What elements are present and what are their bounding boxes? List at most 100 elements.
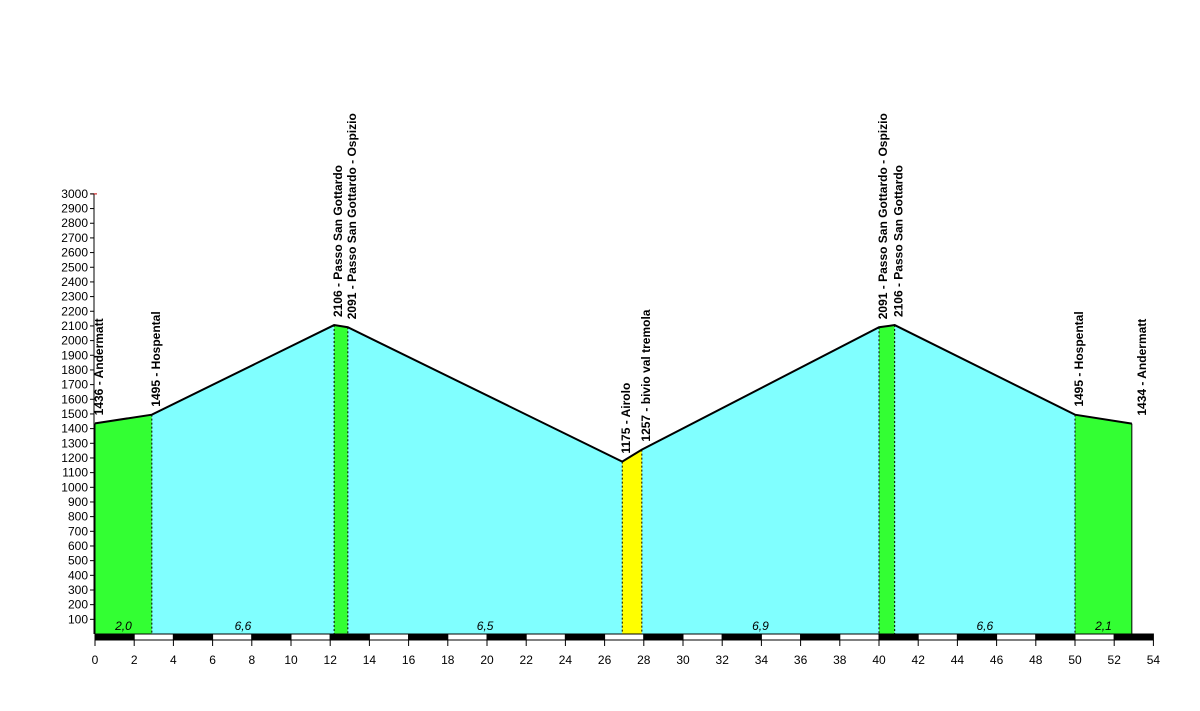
x-tick-label: 12	[324, 653, 338, 667]
distance-bar-block	[604, 633, 645, 641]
gradient-labels: 2,0 6,6 6,5 6,9 6,6 2,1	[114, 619, 1112, 633]
distance-bar-block	[94, 633, 135, 641]
point-label-7: 2091 - Passo San Gottardo - Ospizio	[876, 113, 890, 319]
y-tick-label: 400	[68, 568, 88, 582]
distance-bar-block	[760, 633, 802, 641]
y-tick-label: 2600	[61, 246, 88, 260]
distance-bar-block	[1074, 633, 1115, 641]
distance-bar-block	[133, 633, 174, 641]
segment-fill-9	[1075, 414, 1132, 634]
x-tick-label: 38	[833, 653, 847, 667]
y-tick-label: 2400	[61, 275, 88, 289]
distance-bar-block	[290, 633, 331, 641]
gradient-label: 6,6	[976, 619, 993, 633]
distance-bar-block	[682, 633, 723, 641]
y-tick-label: 2500	[61, 260, 88, 274]
distance-bar-block	[1113, 633, 1154, 641]
distance-bar-block	[839, 633, 880, 641]
x-tick-label: 50	[1068, 653, 1082, 667]
x-tick-label: 20	[480, 653, 494, 667]
y-tick-label: 1400	[61, 422, 88, 436]
y-tick-label: 100	[68, 612, 88, 626]
y-tick-label: 2800	[61, 216, 88, 230]
x-tick-label: 24	[559, 653, 573, 667]
distance-bar-block	[486, 633, 527, 641]
x-tick-label: 4	[170, 653, 177, 667]
x-tick-label: 0	[92, 653, 99, 667]
x-tick-label: 28	[637, 653, 651, 667]
x-tick-label: 44	[951, 653, 965, 667]
y-tick-label: 2300	[61, 290, 88, 304]
distance-bar-block	[917, 633, 958, 641]
x-tick-label: 26	[598, 653, 612, 667]
point-label-6: 1257 - bivio val tremola	[639, 309, 653, 441]
segment-dividers	[94, 325, 1133, 634]
x-tick-label: 18	[441, 653, 455, 667]
point-label-9: 1495 - Hospental	[1072, 311, 1086, 406]
gradient-label: 2,1	[1094, 619, 1112, 633]
x-tick-label: 34	[755, 653, 769, 667]
x-axis: 0 2 4 6 8 10 12 14 16 18 20 22 24 26 28 30 32 34 36 38 40 42 4…	[92, 640, 1161, 667]
segment-fills	[95, 325, 1132, 634]
profile-line	[94, 324, 1132, 463]
y-tick-label: 200	[68, 598, 88, 612]
point-label-1: 1436 - Andermatt	[92, 318, 106, 415]
segment-fill-5	[622, 449, 642, 634]
y-tick-label: 2000	[61, 334, 88, 348]
distance-bar-block	[172, 633, 214, 641]
x-tick-label: 46	[990, 653, 1004, 667]
distance-bar-block	[878, 633, 919, 641]
y-tick-label: 1200	[61, 451, 88, 465]
segment-fill-7	[879, 325, 895, 634]
y-tick-label: 1900	[61, 348, 88, 362]
y-tick-label: 1800	[61, 363, 88, 377]
x-tick-label: 10	[284, 653, 298, 667]
segment-fill-2	[151, 325, 335, 634]
x-tick-label: 16	[402, 653, 416, 667]
distance-bar	[94, 633, 1154, 641]
x-tick-label: 36	[794, 653, 808, 667]
distance-bar-block	[212, 633, 253, 641]
distance-bar-block	[408, 633, 449, 641]
y-tick-label: 300	[68, 583, 88, 597]
segment-fill-4	[347, 327, 623, 634]
x-tick-label: 32	[716, 653, 730, 667]
x-tick-label: 8	[248, 653, 255, 667]
distance-bar-block	[329, 633, 370, 641]
x-tick-label: 54	[1147, 653, 1161, 667]
y-tick-label: 2700	[61, 231, 88, 245]
y-tick-label: 900	[68, 495, 88, 509]
segment-fill-8	[894, 325, 1075, 634]
distance-bar-block	[447, 633, 488, 641]
x-tick-label: 14	[363, 653, 377, 667]
gradient-label: 6,9	[752, 619, 769, 633]
distance-bar-block	[643, 633, 684, 641]
y-tick-label: 2100	[61, 319, 88, 333]
distance-bar-block	[1035, 633, 1076, 641]
y-tick-label: 1300	[61, 436, 88, 450]
y-axis: 1002003004005006007008009001000110012001…	[61, 187, 97, 634]
y-tick-label: 1100	[62, 466, 88, 480]
distance-bar-block	[996, 633, 1037, 641]
y-tick-label: 2200	[61, 304, 88, 318]
y-tick-label: 1500	[61, 407, 88, 421]
point-label-10: 1434 - Andermatt	[1135, 319, 1149, 416]
distance-bar-block	[368, 633, 410, 641]
x-tick-label: 52	[1108, 653, 1122, 667]
gradient-label: 2,0	[114, 619, 132, 633]
point-label-5: 1175 - Airolo	[619, 383, 633, 454]
x-tick-label: 2	[131, 653, 138, 667]
y-tick-label: 3000	[61, 187, 88, 201]
y-tick-label: 600	[68, 539, 88, 553]
y-tick-label: 1600	[61, 392, 88, 406]
distance-bar-block	[564, 633, 606, 641]
distance-bar-block	[956, 633, 998, 641]
segment-fill-3	[334, 325, 348, 634]
gradient-label: 6,6	[235, 619, 252, 633]
distance-bar-block	[251, 633, 292, 641]
y-tick-label: 800	[68, 510, 88, 524]
y-tick-label: 1000	[61, 480, 88, 494]
distance-bar-block	[800, 633, 841, 641]
y-tick-label: 2900	[61, 202, 88, 216]
